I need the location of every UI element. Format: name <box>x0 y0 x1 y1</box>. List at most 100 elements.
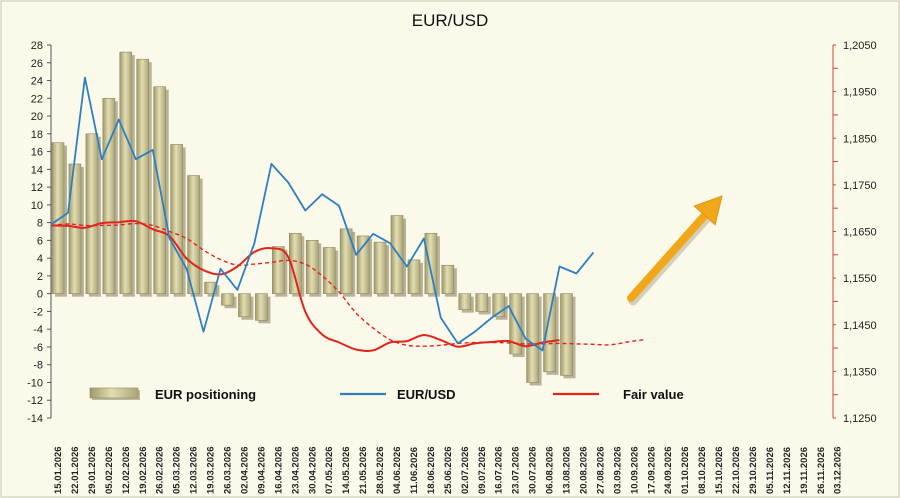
x-tick-label: 30.07.2026 <box>528 446 539 494</box>
positioning-bar <box>255 293 268 321</box>
x-tick-label: 01.10.2026 <box>680 446 691 494</box>
left-tick-label: 8 <box>37 218 43 230</box>
x-tick-label: 15.01.2026 <box>53 446 64 494</box>
positioning-bar <box>543 293 556 373</box>
left-tick-label: -4 <box>33 324 43 336</box>
right-tick-label: 1,1550 <box>843 273 877 285</box>
x-tick-label: 26.03.2026 <box>223 446 234 494</box>
left-tick-label: 16 <box>31 147 43 159</box>
right-tick-label: 1,1950 <box>843 87 877 99</box>
x-tick-label: 23.07.2026 <box>511 446 522 494</box>
left-tick-label: 10 <box>31 200 43 212</box>
positioning-bar <box>288 232 302 294</box>
x-tick-label: 03.12.2026 <box>833 446 844 494</box>
right-tick-label: 1,1850 <box>843 133 877 145</box>
x-tick-label: 27.08.2026 <box>595 446 606 494</box>
x-tick-label: 10.09.2026 <box>629 446 640 494</box>
x-tick-label: 24.09.2026 <box>663 446 674 494</box>
positioning-bar <box>68 163 82 294</box>
x-tick-label: 13.08.2026 <box>562 446 573 494</box>
legend: EUR positioning EUR/USD Fair value <box>89 387 684 402</box>
positioning-bar <box>373 241 387 294</box>
x-tick-label: 19.11.2026 <box>799 447 810 494</box>
x-tick-label: 08.10.2026 <box>697 446 708 494</box>
positioning-bar <box>136 58 150 294</box>
left-tick-label: -12 <box>27 395 43 407</box>
right-tick-label: 1,1450 <box>843 320 877 332</box>
left-tick-label: -10 <box>27 377 43 389</box>
x-tick-label: 11.06.2026 <box>409 447 420 494</box>
left-tick-label: 0 <box>37 289 43 301</box>
x-tick-label: 19.03.2026 <box>206 446 217 494</box>
x-tick-label: 26.02.2026 <box>155 446 166 494</box>
positioning-bar <box>407 259 421 294</box>
positioning-bar <box>51 142 65 294</box>
right-tick-label: 1,1750 <box>843 180 877 192</box>
positioning-bar <box>204 281 217 294</box>
left-tick-label: 2 <box>37 271 43 283</box>
x-tick-label: 14.05.2026 <box>341 446 352 494</box>
trend-arrow <box>627 195 723 306</box>
positioning-bar <box>441 264 455 294</box>
x-tick-label: 15.10.2026 <box>714 446 725 494</box>
x-axis: 15.01.2026 22.01.2026 29.01.2026 05.02.2026… <box>53 446 844 494</box>
left-tick-label: 18 <box>31 129 43 141</box>
positioning-bar <box>102 97 116 294</box>
positioning-bar <box>356 235 370 294</box>
positioning-bar <box>119 51 133 294</box>
x-tick-label: 30.04.2026 <box>307 446 318 494</box>
positioning-bar <box>526 293 539 383</box>
left-tick-label: 14 <box>31 164 43 176</box>
x-tick-label: 02.04.2026 <box>239 446 250 494</box>
positioning-bar <box>390 215 404 294</box>
positioning-bar <box>322 247 336 294</box>
left-tick-label: 6 <box>37 235 43 247</box>
positioning-bar <box>85 133 99 294</box>
left-tick-label: 22 <box>31 93 43 105</box>
positioning-bar <box>560 293 573 376</box>
positioning-bar <box>424 232 438 294</box>
legend-label: Fair value <box>623 387 684 402</box>
positioning-bar <box>475 293 489 312</box>
right-tick-label: 1,1350 <box>843 366 877 378</box>
x-tick-label: 09.04.2026 <box>256 446 267 494</box>
x-tick-label: 23.04.2026 <box>290 446 301 494</box>
legend-label: EUR positioning <box>155 387 256 402</box>
left-tick-label: 12 <box>31 182 43 194</box>
x-tick-label: 04.06.2026 <box>392 446 403 494</box>
x-tick-label: 12.03.2026 <box>189 446 200 494</box>
left-tick-label: -14 <box>27 413 43 425</box>
right-axis: 1,2050 1,1950 1,1850 1,1750 1,1650 1,1550 1,14… <box>832 40 877 425</box>
positioning-bar <box>221 293 234 306</box>
left-tick-label: -6 <box>33 342 43 354</box>
positioning-bar <box>272 246 285 294</box>
x-tick-label: 06.08.2026 <box>545 446 556 494</box>
positioning-bar <box>305 240 319 294</box>
left-tick-label: 24 <box>31 76 43 88</box>
positioning-bar <box>170 144 183 294</box>
chart-title: EUR/USD <box>412 11 489 30</box>
left-tick-label: 26 <box>31 58 43 70</box>
x-tick-label: 29.01.2026 <box>87 446 98 494</box>
left-tick-label: -2 <box>33 306 43 318</box>
x-tick-label: 17.09.2026 <box>646 446 657 494</box>
positioning-bar <box>238 293 251 318</box>
x-tick-label: 16.04.2026 <box>273 446 284 494</box>
left-tick-label: 28 <box>31 40 43 52</box>
x-tick-label: 25.06.2026 <box>443 446 454 494</box>
x-tick-label: 28.05.2026 <box>375 446 386 494</box>
left-tick-label: 4 <box>37 253 43 265</box>
legend-label: EUR/USD <box>397 387 456 402</box>
eurusd-line <box>50 76 595 352</box>
arrow-head <box>693 195 723 226</box>
x-tick-label: 19.02.2026 <box>138 446 149 494</box>
left-axis: 2826242220181614121086420-2-4-6-8-10-12-… <box>27 40 52 425</box>
x-tick-label: 05.02.2026 <box>104 446 115 494</box>
fair-value-line <box>50 219 560 352</box>
x-tick-label: 18.06.2026 <box>426 446 437 494</box>
price-lines <box>50 76 645 352</box>
x-tick-label: 16.07.2026 <box>494 446 505 494</box>
